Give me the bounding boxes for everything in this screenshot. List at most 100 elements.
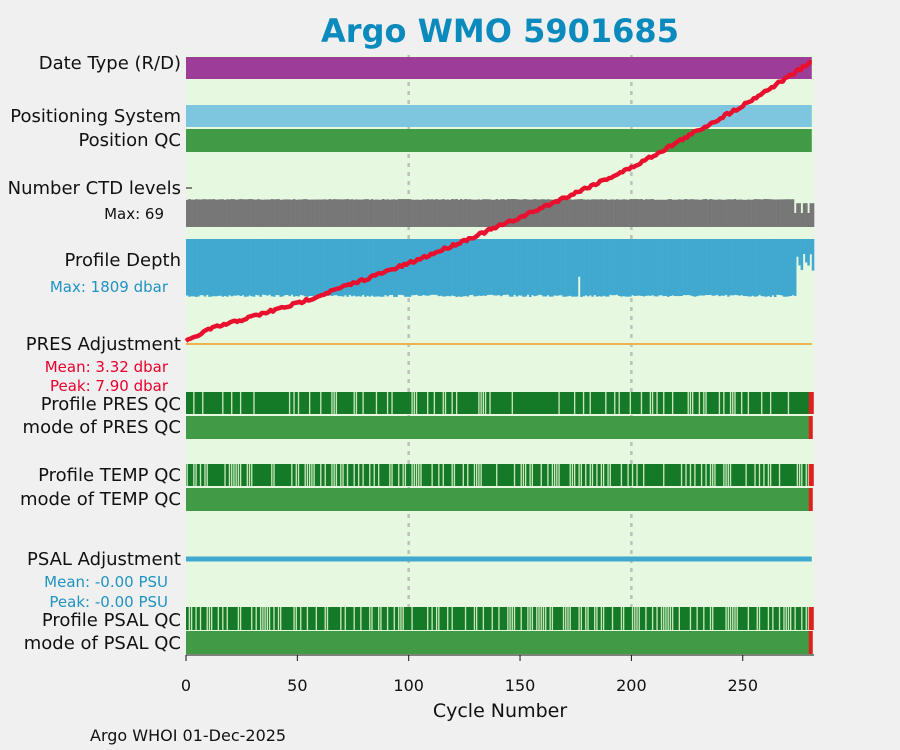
ctd-bar [624, 199, 628, 227]
psal-qc-tick [736, 607, 738, 630]
depth-bar [326, 239, 329, 297]
temp-qc-tick [801, 464, 803, 486]
psal-qc-tick [747, 607, 750, 630]
depth-bar [718, 239, 721, 297]
psal-qc-tick [767, 607, 770, 630]
pres-qc-tick [732, 392, 734, 414]
ctd-bar [569, 199, 572, 227]
depth-bar [548, 239, 552, 297]
psal-qc-tick [527, 607, 529, 630]
temp-qc-tick [237, 464, 240, 486]
depth-bar [243, 239, 247, 297]
depth-bar [693, 239, 697, 297]
pres-qc-tick [375, 392, 378, 414]
depth-bar [780, 239, 784, 296]
temp-qc-tick [473, 464, 476, 486]
depth-bar [602, 239, 605, 296]
depth-bar [486, 239, 490, 295]
pres-qc-tick [353, 392, 355, 414]
depth-bar [727, 239, 730, 297]
chart-title: Argo WMO 5901685 [321, 12, 679, 50]
depth-bar [702, 239, 706, 296]
depth-bar [560, 239, 563, 296]
psal-qc-tick [476, 607, 478, 630]
depth-bar [776, 239, 779, 295]
ctd-bar [203, 199, 207, 227]
ctd-bar [702, 199, 706, 227]
ctd-bar [221, 199, 225, 227]
ctd-bar [433, 199, 436, 227]
ctd-bar [226, 199, 229, 227]
label-profile-depth: Profile Depth [64, 250, 181, 271]
temp-qc-tick [805, 464, 807, 486]
ctd-bar [640, 199, 643, 227]
depth-bar [475, 239, 479, 297]
mode-pres-flag [808, 416, 813, 439]
psal-qc-tick [709, 607, 712, 630]
depth-bar [388, 239, 392, 296]
ctd-bar [756, 199, 759, 227]
depth-bar [595, 239, 599, 297]
ctd-bar [495, 199, 499, 227]
temp-qc-tick [763, 464, 765, 486]
ctd-bar [751, 199, 755, 227]
psal-qc-tick [300, 607, 302, 630]
pres-qc-tick [741, 392, 743, 414]
label-profile-pres-qc: Profile PRES QC [41, 394, 181, 415]
ctd-bar [270, 199, 274, 227]
temp-qc-tick [195, 464, 197, 486]
depth-bar [332, 239, 336, 296]
psal-qc-tick [520, 607, 522, 630]
depth-bar [796, 239, 799, 257]
psal-qc-tick [498, 607, 500, 630]
depth-bar [662, 239, 666, 297]
psal-qc-tick [660, 607, 663, 630]
ctd-bar [698, 199, 701, 227]
depth-bar [373, 239, 376, 297]
depth-bar [626, 239, 630, 297]
ctd-bar [709, 199, 712, 227]
psal-qc-tick [393, 607, 395, 630]
depth-bar [669, 239, 672, 296]
ctd-bar [589, 199, 592, 227]
ctd-bar [422, 199, 425, 227]
ctd-bar [399, 199, 403, 227]
pres-qc-tick [692, 392, 694, 414]
ctd-bar [638, 199, 641, 227]
psal-qc-tick [772, 607, 774, 630]
depth-bar [704, 239, 708, 295]
temp-qc-tick [714, 464, 716, 486]
ctd-bar [651, 199, 654, 227]
pres-qc-tick [239, 392, 242, 414]
ctd-bar [773, 199, 777, 227]
ctd-bar [678, 199, 681, 227]
temp-qc-tick [769, 464, 772, 486]
ctd-bar [575, 199, 579, 227]
ctd-bar [669, 199, 672, 227]
label-mode-pres-qc: mode of PRES QC [23, 417, 181, 438]
psal-qc-tick [188, 607, 191, 630]
depth-bar [203, 239, 207, 297]
temp-qc-tick [353, 464, 355, 486]
depth-bar [524, 239, 528, 297]
depth-bar [773, 239, 777, 297]
temp-qc-tick [273, 464, 275, 486]
depth-bar [802, 239, 806, 254]
depth-bar [546, 239, 550, 296]
psal-qc-tick [678, 607, 680, 630]
ctd-bar [653, 199, 657, 227]
psal-qc-tick [529, 607, 531, 630]
ctd-bar [622, 199, 626, 227]
ctd-bar [580, 199, 583, 227]
psal-qc-tick [464, 607, 467, 630]
depth-bar [624, 239, 628, 297]
pres-qc-tick [362, 392, 364, 414]
pres-peak-note: Peak: 7.90 dbar [50, 377, 169, 395]
depth-bar [805, 239, 808, 263]
ctd-bar [615, 199, 619, 227]
psal-qc-tick [380, 607, 382, 630]
temp-qc-tick [524, 464, 527, 486]
psal-qc-tick [447, 607, 449, 630]
temp-qc-tick [369, 464, 371, 486]
depth-bar [591, 239, 594, 297]
